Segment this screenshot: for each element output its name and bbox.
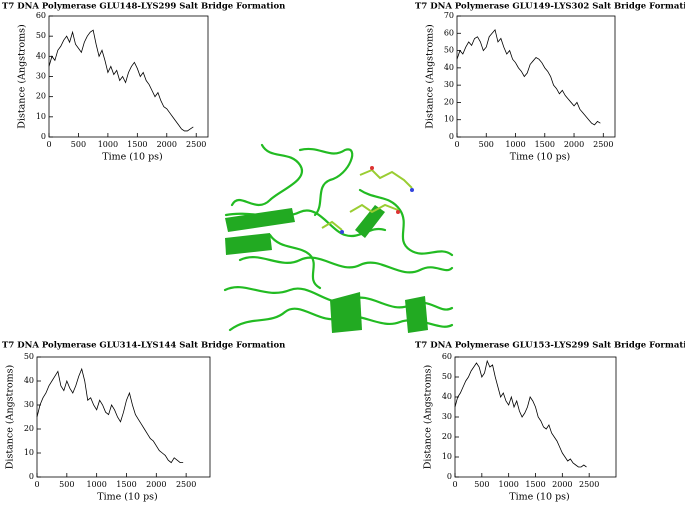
x-tick-label: 1000 [98,140,118,149]
y-tick-label: 40 [442,392,452,401]
ribbon [238,256,454,274]
helix [225,233,272,255]
y-tick-label: 0 [41,132,46,141]
y-tick-label: 50 [444,46,454,55]
plot-frame [454,356,617,478]
y-tick-label: 20 [442,432,452,441]
side-chain [321,220,343,231]
atom [340,230,344,234]
y-axis-label: Distance (Angstroms) [5,365,16,469]
helix [225,208,295,232]
y-tick-label: 10 [24,448,34,457]
x-tick-label: 0 [454,140,459,149]
data-line [48,29,194,132]
atom [396,210,400,214]
y-tick-label: 10 [442,452,452,461]
x-tick-label: 2500 [593,140,613,149]
x-tick-label: 2000 [552,480,572,489]
side-chain [349,203,399,214]
chart: T7 DNA Polymerase GLU314-LYS144 Salt Bri… [2,341,285,503]
y-tick-label: 0 [29,472,34,481]
y-tick-label: 50 [24,352,34,361]
x-axis-label: Time (10 ps) [510,152,571,163]
atom [410,188,414,192]
y-axis-label: Distance (Angstroms) [423,365,434,469]
y-tick-label: 20 [444,97,454,106]
x-tick-label: 1500 [116,480,136,489]
y-axis-label: Distance (Angstroms) [425,24,436,128]
y-tick-label: 60 [36,11,46,20]
chart-title: T7 DNA Polymerase GLU153-LYS299 Salt Bri… [415,341,685,351]
side-chains [321,166,414,234]
x-tick-label: 0 [46,140,51,149]
x-tick-label: 1500 [535,140,555,149]
x-axis-label: Time (10 ps) [509,492,570,503]
chart-title: T7 DNA Polymerase GLU314-LYS144 Salt Bri… [2,341,285,351]
helix [355,205,385,238]
x-tick-label: 1000 [86,480,106,489]
x-tick-label: 1000 [498,480,518,489]
helix [330,292,362,333]
x-tick-label: 2000 [564,140,584,149]
x-tick-label: 0 [452,480,457,489]
y-tick-label: 0 [449,132,454,141]
x-tick-label: 2500 [186,140,206,149]
y-tick-label: 20 [36,92,46,101]
chart: T7 DNA Polymerase GLU149-LYS302 Salt Bri… [415,2,685,163]
chart: T7 DNA Polymerase GLU153-LYS299 Salt Bri… [415,341,685,503]
x-tick-label: 500 [71,140,86,149]
y-tick-label: 30 [442,412,452,421]
side-chain [359,168,413,189]
data-line [456,28,601,126]
y-tick-label: 40 [36,51,46,60]
x-tick-label: 1500 [127,140,147,149]
y-tick-label: 50 [442,372,452,381]
x-tick-label: 500 [479,140,494,149]
y-tick-label: 40 [444,63,454,72]
y-tick-label: 50 [36,31,46,40]
plot-frame [36,356,211,478]
y-tick-label: 60 [442,352,452,361]
y-tick-label: 10 [36,112,46,121]
ribbon [358,188,454,257]
x-tick-label: 2000 [146,480,166,489]
ribbon [268,233,322,290]
y-tick-label: 70 [444,11,454,20]
x-tick-label: 500 [474,480,489,489]
y-tick-label: 60 [444,28,454,37]
ribbon [230,143,304,207]
y-tick-label: 20 [24,424,34,433]
y-axis-label: Distance (Angstroms) [17,24,28,128]
x-axis-label: Time (10 ps) [102,152,163,163]
ribbon [298,147,354,217]
x-tick-label: 0 [34,480,39,489]
chart: T7 DNA Polymerase GLU148-LYS299 Salt Bri… [2,2,285,163]
plot-frame [456,15,616,138]
y-tick-label: 10 [444,115,454,124]
x-tick-label: 1000 [505,140,525,149]
y-tick-label: 40 [24,376,34,385]
helix [405,296,428,333]
data-line [36,367,184,464]
y-tick-label: 30 [24,400,34,409]
protein-helices [225,205,428,333]
y-tick-label: 30 [444,80,454,89]
chart-title: T7 DNA Polymerase GLU149-LYS302 Salt Bri… [415,2,685,12]
atom [370,166,374,170]
x-tick-label: 2500 [579,480,599,489]
chart-title: T7 DNA Polymerase GLU148-LYS299 Salt Bri… [2,2,285,12]
data-line [454,359,587,468]
x-tick-label: 2000 [157,140,177,149]
x-axis-label: Time (10 ps) [97,492,158,503]
protein-image [221,140,455,333]
x-tick-label: 1500 [525,480,545,489]
x-tick-label: 2500 [176,480,196,489]
y-tick-label: 30 [36,72,46,81]
x-tick-label: 500 [59,480,74,489]
y-tick-label: 0 [447,472,452,481]
